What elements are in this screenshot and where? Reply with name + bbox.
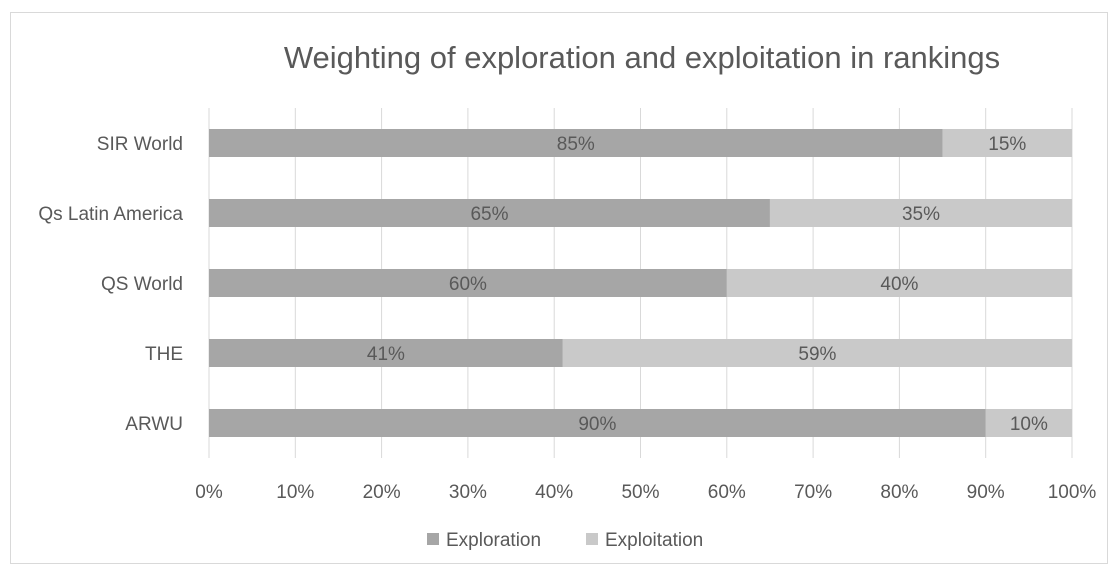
- data-label: 85%: [557, 134, 595, 155]
- bar-exploration: [209, 339, 563, 367]
- x-tick-labels: 0% 10% 20% 30% 40% 50% 60% 70% 80% 90% 100%: [195, 482, 1096, 503]
- category-label: ARWU: [125, 414, 183, 435]
- category-labels: SIR World Qs Latin America QS World THE ARWU: [38, 134, 183, 435]
- category-label: QS World: [101, 274, 183, 295]
- category-label: SIR World: [97, 134, 183, 155]
- data-label: 15%: [988, 134, 1026, 155]
- category-label: Qs Latin America: [38, 204, 183, 225]
- legend: Exploration Exploitation: [427, 530, 703, 551]
- category-label: THE: [145, 344, 183, 365]
- x-tick-label: 30%: [449, 482, 487, 503]
- data-label: 35%: [902, 204, 940, 225]
- x-tick-label: 70%: [794, 482, 832, 503]
- chart-title: Weighting of exploration and exploitatio…: [284, 40, 1000, 75]
- bars: 85% 15% 65% 35% 60% 40% 41% 59% 90% 10%: [209, 129, 1072, 437]
- data-label: 59%: [798, 344, 836, 365]
- bar-exploitation: [985, 409, 1072, 437]
- data-label: 10%: [1010, 414, 1048, 435]
- x-tick-label: 60%: [708, 482, 746, 503]
- data-label: 60%: [449, 274, 487, 295]
- x-tick-label: 20%: [363, 482, 401, 503]
- data-label: 65%: [470, 204, 508, 225]
- data-label: 90%: [578, 414, 616, 435]
- legend-swatch: [427, 533, 439, 545]
- bar-exploration: [209, 409, 986, 437]
- data-label: 41%: [367, 344, 405, 365]
- bar-exploration: [209, 199, 770, 227]
- x-tick-label: 40%: [535, 482, 573, 503]
- x-tick-label: 10%: [276, 482, 314, 503]
- legend-label: Exploitation: [605, 530, 703, 551]
- data-label: 40%: [880, 274, 918, 295]
- legend-label: Exploration: [446, 530, 541, 551]
- bar-exploitation: [769, 199, 1072, 227]
- bar-exploration: [209, 269, 727, 297]
- bar-exploitation: [726, 269, 1072, 297]
- bar-exploitation: [562, 339, 1072, 367]
- bar-exploitation: [942, 129, 1072, 157]
- legend-swatch: [586, 533, 598, 545]
- x-tick-label: 80%: [880, 482, 918, 503]
- x-tick-label: 90%: [967, 482, 1005, 503]
- x-tick-label: 0%: [195, 482, 223, 503]
- x-tick-label: 100%: [1048, 482, 1097, 503]
- bar-exploration: [209, 129, 943, 157]
- x-tick-label: 50%: [621, 482, 659, 503]
